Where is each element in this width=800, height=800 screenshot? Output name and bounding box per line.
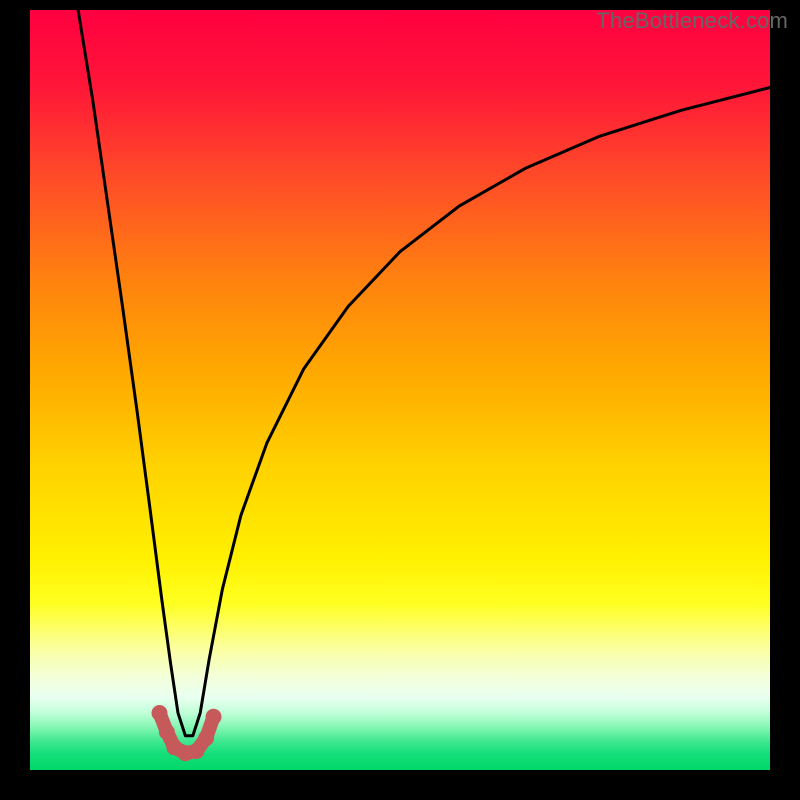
plot-background-gradient [30,10,770,770]
valley-marker [152,705,168,721]
valley-marker [198,730,214,746]
valley-marker [189,743,205,759]
valley-marker [206,709,222,725]
watermark-label: TheBottleneck.com [596,8,788,34]
bottleneck-chart [0,0,800,800]
chart-container: TheBottleneck.com [0,0,800,800]
valley-marker [159,724,175,740]
